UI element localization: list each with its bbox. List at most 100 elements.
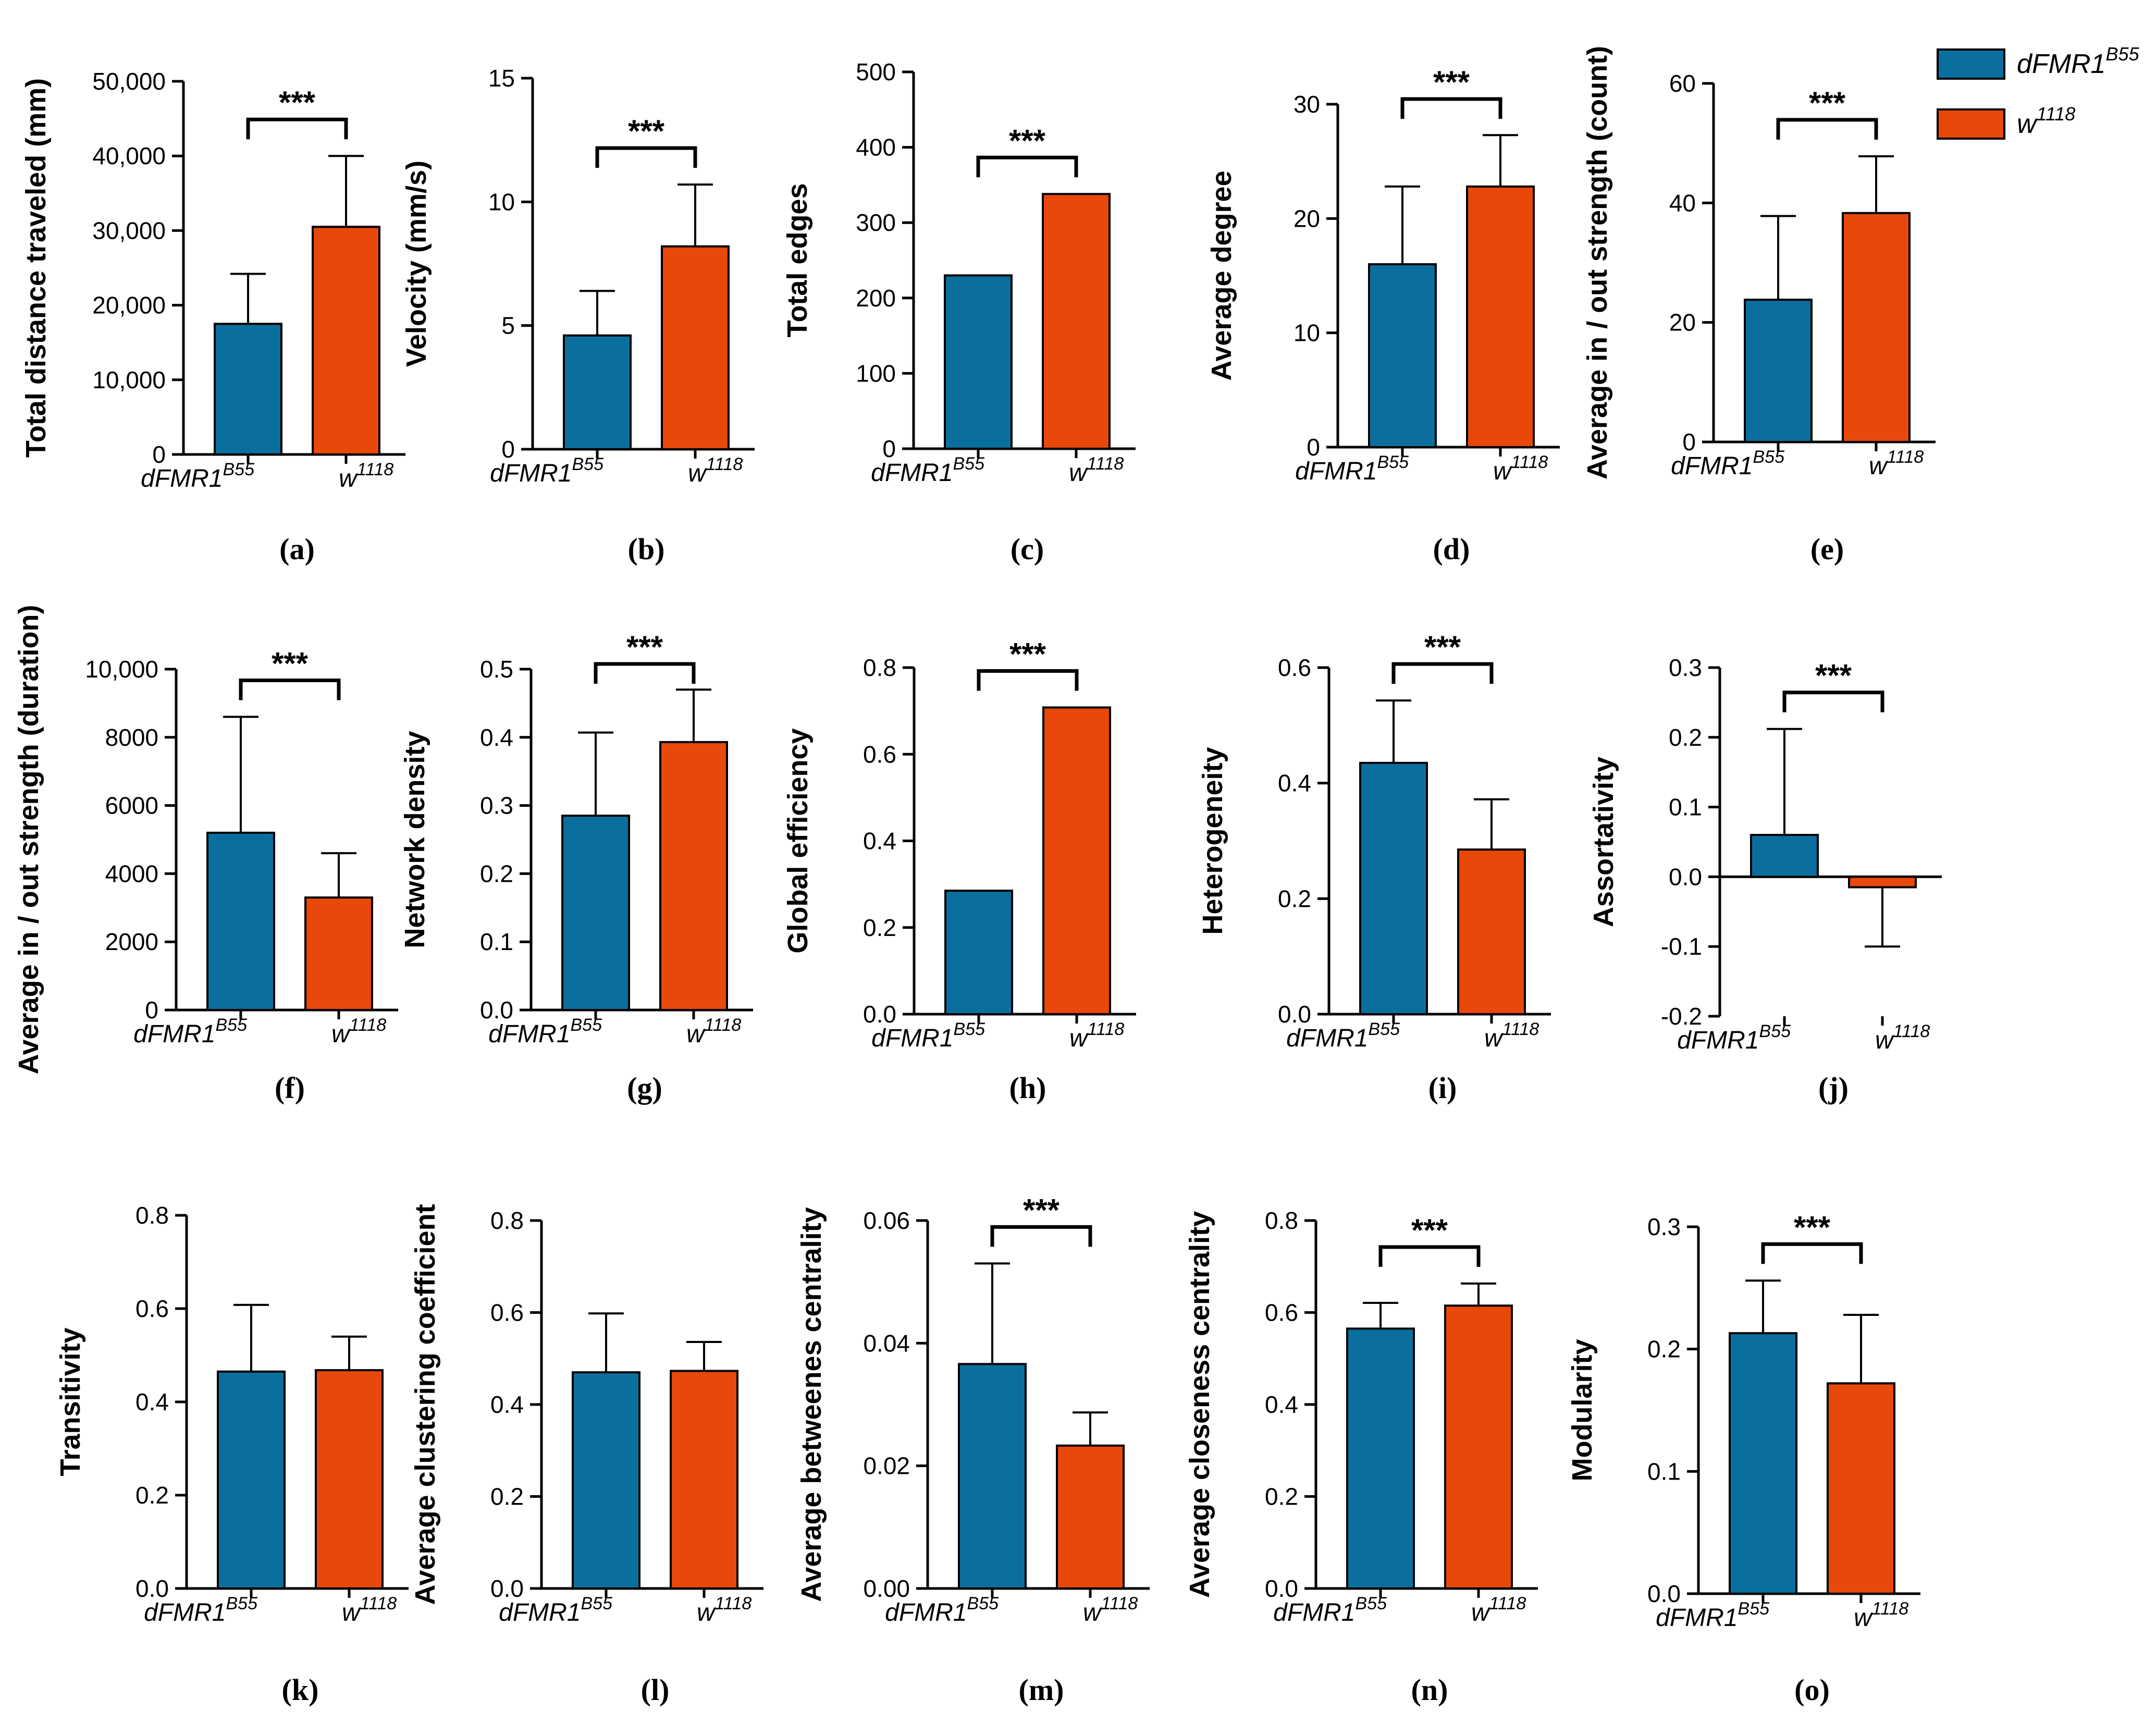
chart-panel-i: 0.0 0.2 0.4 0.6 Heterogeneity dFMR1B55 w1118 **…: [1197, 630, 1551, 1105]
panel-label: (h): [1009, 1071, 1046, 1105]
x-category-label: w1118: [339, 460, 393, 492]
panel-label: (f): [275, 1071, 305, 1105]
legend-swatch-w1118: [1937, 108, 2005, 140]
bar-dfmr1: [1346, 1327, 1415, 1590]
x-category-label: dFMR1B55: [1677, 1021, 1791, 1054]
y-tick-label: 0.3: [480, 792, 513, 819]
significance-bracket: [1782, 691, 1884, 712]
x-category-label: w1118: [1069, 454, 1124, 487]
legend-label: dFMR1B55: [2017, 43, 2140, 79]
y-tick-label: 0.6: [863, 741, 896, 768]
chart-panel-k: 0.0 0.2 0.4 0.6 0.8 Transitivity dFMR1B55 w1118…: [55, 1202, 409, 1707]
chart-panel-c: 0 100 200 300 400 500 Total edges dFMR1B55 w1118…: [782, 58, 1136, 566]
x-category-label: dFMR1B55: [1295, 452, 1409, 485]
y-tick-label: 0.6: [1265, 1299, 1298, 1326]
y-tick-label: 40: [1669, 189, 1696, 216]
y-axis-title: Average betweenes centrality: [796, 1207, 827, 1601]
y-tick-label: 0: [882, 435, 896, 462]
x-category-label: dFMR1B55: [133, 1015, 247, 1048]
chart-panel-l: 0.0 0.2 0.4 0.6 0.8 Average clustering coeffi…: [410, 1204, 763, 1707]
y-tick-label: 0.8: [135, 1202, 169, 1229]
legend-label: w1118: [2017, 103, 2075, 139]
y-tick-label: 20: [1669, 309, 1696, 336]
panel-label: (m): [1019, 1673, 1064, 1707]
y-tick-label: 0.2: [1669, 724, 1702, 751]
x-category-label: w1118: [331, 1015, 386, 1048]
y-axis-title: Average in / out strength (count): [1582, 46, 1613, 479]
y-tick-label: 4000: [105, 860, 158, 887]
y-tick-label: 60: [1669, 70, 1696, 97]
x-category-label: w1118: [1484, 1019, 1539, 1052]
y-tick-label: 6000: [105, 792, 158, 819]
y-tick-label: 0.3: [1647, 1213, 1681, 1240]
x-category-label: dFMR1B55: [141, 460, 254, 492]
significance-stars: ***: [279, 85, 316, 120]
y-tick-label: 0.00: [863, 1575, 910, 1602]
y-tick-label: 10,000: [85, 656, 158, 683]
y-tick-label: 0.4: [480, 724, 513, 751]
y-tick-label: 0: [152, 441, 166, 468]
chart-panel-b: 0 5 10 15 Velocity (mm/s) dFMR1B55 w1118 *** (b): [401, 65, 755, 566]
significance-bracket: [1378, 1245, 1481, 1267]
y-tick-label: 40,000: [92, 142, 166, 169]
bar-w1118: [1827, 1382, 1895, 1595]
x-category-label: dFMR1B55: [490, 454, 603, 487]
significance-stars: ***: [1009, 123, 1046, 158]
y-tick-label: 0: [1682, 428, 1696, 455]
y-tick-label: -0.1: [1661, 933, 1702, 960]
x-category-label: w1118: [1069, 1019, 1124, 1052]
x-category-label: dFMR1B55: [885, 1594, 999, 1627]
y-tick-label: 100: [856, 360, 896, 387]
significance-stars: ***: [1815, 658, 1852, 693]
y-tick-label: 0.8: [1265, 1207, 1298, 1234]
x-category-label: dFMR1B55: [499, 1594, 612, 1627]
bar-w1118: [1042, 706, 1111, 1015]
bar-dfmr1: [958, 1363, 1027, 1590]
bar-dfmr1: [563, 334, 632, 450]
panel-label: (c): [1011, 532, 1044, 566]
bar-w1118: [1042, 193, 1111, 450]
bar-w1118: [1444, 1304, 1513, 1590]
significance-stars: ***: [628, 114, 665, 149]
y-tick-label: 0.0: [1647, 1580, 1681, 1607]
y-tick-label: 0.2: [1265, 1483, 1298, 1510]
bar-w1118: [312, 226, 380, 455]
significance-stars: ***: [1794, 1210, 1831, 1245]
chart-panel-n: 0.0 0.2 0.4 0.6 0.8 Average closeness central…: [1184, 1207, 1538, 1707]
x-category-label: dFMR1B55: [1671, 447, 1784, 480]
y-tick-label: 0: [501, 436, 515, 463]
bar-dfmr1: [561, 815, 630, 1011]
legend-swatch-dfmr1: [1937, 48, 2005, 80]
panels-layer: 0 10,000 20,000 30,000 40,000 50,000 Total dis…: [13, 46, 1942, 1707]
y-axis-title: Average degree: [1206, 170, 1237, 380]
y-tick-label: 30,000: [92, 217, 166, 244]
y-tick-label: 300: [856, 209, 896, 236]
y-tick-label: 0.1: [480, 928, 513, 955]
y-axis-title: Average clustering coefficient: [410, 1204, 441, 1605]
panel-label: (g): [627, 1071, 662, 1105]
y-axis-title: Global efficiency: [782, 728, 814, 953]
y-axis-title: Average in / out strength (duration): [13, 605, 44, 1074]
x-category-label: dFMR1B55: [1656, 1599, 1769, 1632]
bar-dfmr1: [214, 323, 282, 456]
y-tick-label: 0.2: [490, 1483, 524, 1510]
y-axis-title: Modularity: [1567, 1339, 1598, 1481]
panel-label: (j): [1818, 1071, 1849, 1105]
y-tick-label: 0.6: [490, 1299, 524, 1326]
y-tick-label: 0.0: [480, 996, 513, 1024]
bar-dfmr1: [944, 274, 1013, 450]
y-tick-label: 0.0: [1265, 1575, 1298, 1602]
chart-panel-a: 0 10,000 20,000 30,000 40,000 50,000 Total dis…: [20, 68, 405, 566]
chart-panel-f: 0 2000 4000 6000 8000 10,000 Average in / out …: [13, 605, 398, 1105]
y-tick-label: 30: [1293, 91, 1320, 118]
significance-bracket: [977, 669, 1079, 691]
y-tick-label: 0.6: [135, 1295, 169, 1322]
bar-w1118: [1466, 185, 1535, 448]
panel-label: (o): [1794, 1673, 1830, 1707]
y-tick-label: 50,000: [92, 68, 166, 95]
significance-stars: ***: [1809, 85, 1846, 120]
panel-label: (a): [279, 532, 315, 566]
chart-panel-j: -0.2 -0.1 0.0 0.1 0.2 0.3 Assortativity dFMR1B5…: [1588, 654, 1942, 1105]
bar-w1118: [304, 896, 373, 1012]
